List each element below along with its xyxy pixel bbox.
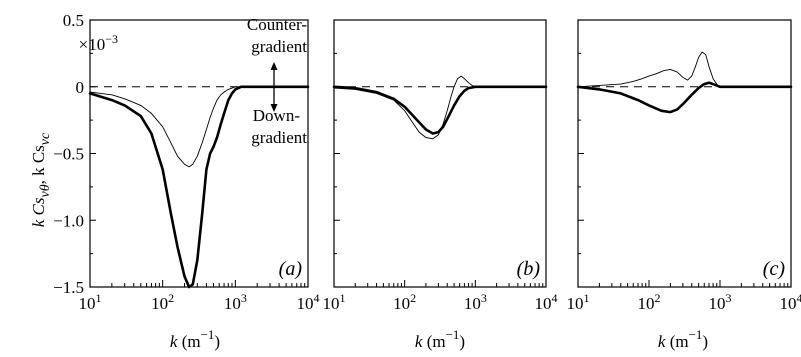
x-tick-label: 104 (780, 291, 801, 313)
down-gradient-label-1: Down- (253, 106, 301, 125)
x-tick-label: 101 (323, 291, 346, 313)
y-multiplier: ×10−3 (79, 32, 118, 54)
series-line-thick (88, 85, 310, 289)
x-tick-label: 103 (464, 291, 487, 313)
plot-frame (577, 19, 792, 288)
x-tick-label: 103 (709, 291, 732, 313)
series-line-thin (333, 75, 547, 140)
y-tick-label: 0 (76, 78, 85, 97)
x-axis-label-a: k (m−1) (170, 327, 220, 351)
series-line-thick (332, 85, 548, 135)
x-tick-label: 101 (567, 291, 590, 313)
x-tick-label: 103 (224, 291, 247, 313)
x-tick-label: 101 (79, 291, 102, 313)
y-tick-label: 0.5 (63, 11, 84, 30)
y-tick-label: −1.0 (53, 211, 84, 230)
panel-label: (a) (279, 258, 303, 280)
x-axis-label-c: k (m−1) (658, 327, 708, 351)
panel-b: 101 102 103 104 (b) (323, 19, 558, 313)
counter-gradient-label-1: Counter- (247, 15, 307, 34)
x-axis-label-b: k (m−1) (415, 327, 465, 351)
plot-frame (333, 19, 547, 288)
panel-label: (c) (763, 258, 786, 280)
series-line-thin (89, 86, 309, 168)
panel-label: (b) (517, 258, 541, 280)
y-tick-label: −1.5 (53, 278, 84, 297)
x-tick-label: 102 (393, 291, 416, 313)
series-line-thin (577, 51, 792, 88)
gradient-arrow (270, 62, 278, 112)
panels: 101 102 103 104 0.5 0 −0.5 −1.0 −1.5 (a) 101 102 103… (53, 11, 801, 313)
x-tick-label: 102 (638, 291, 661, 313)
counter-gradient-label-2: gradient (251, 37, 307, 56)
down-gradient-label-2: gradient (251, 128, 307, 147)
x-tick-label: 102 (151, 291, 174, 313)
series-line-thick (576, 81, 793, 114)
panel-c: 101 102 103 104 (c) (567, 19, 801, 313)
x-tick-label: 104 (535, 291, 558, 313)
y-axis-label: k Csvθ, k Csvc (29, 132, 53, 227)
x-tick-label: 104 (297, 291, 320, 313)
panel-a: 101 102 103 104 0.5 0 −0.5 −1.0 −1.5 (a) (53, 11, 319, 313)
y-tick-label: −0.5 (53, 145, 84, 164)
